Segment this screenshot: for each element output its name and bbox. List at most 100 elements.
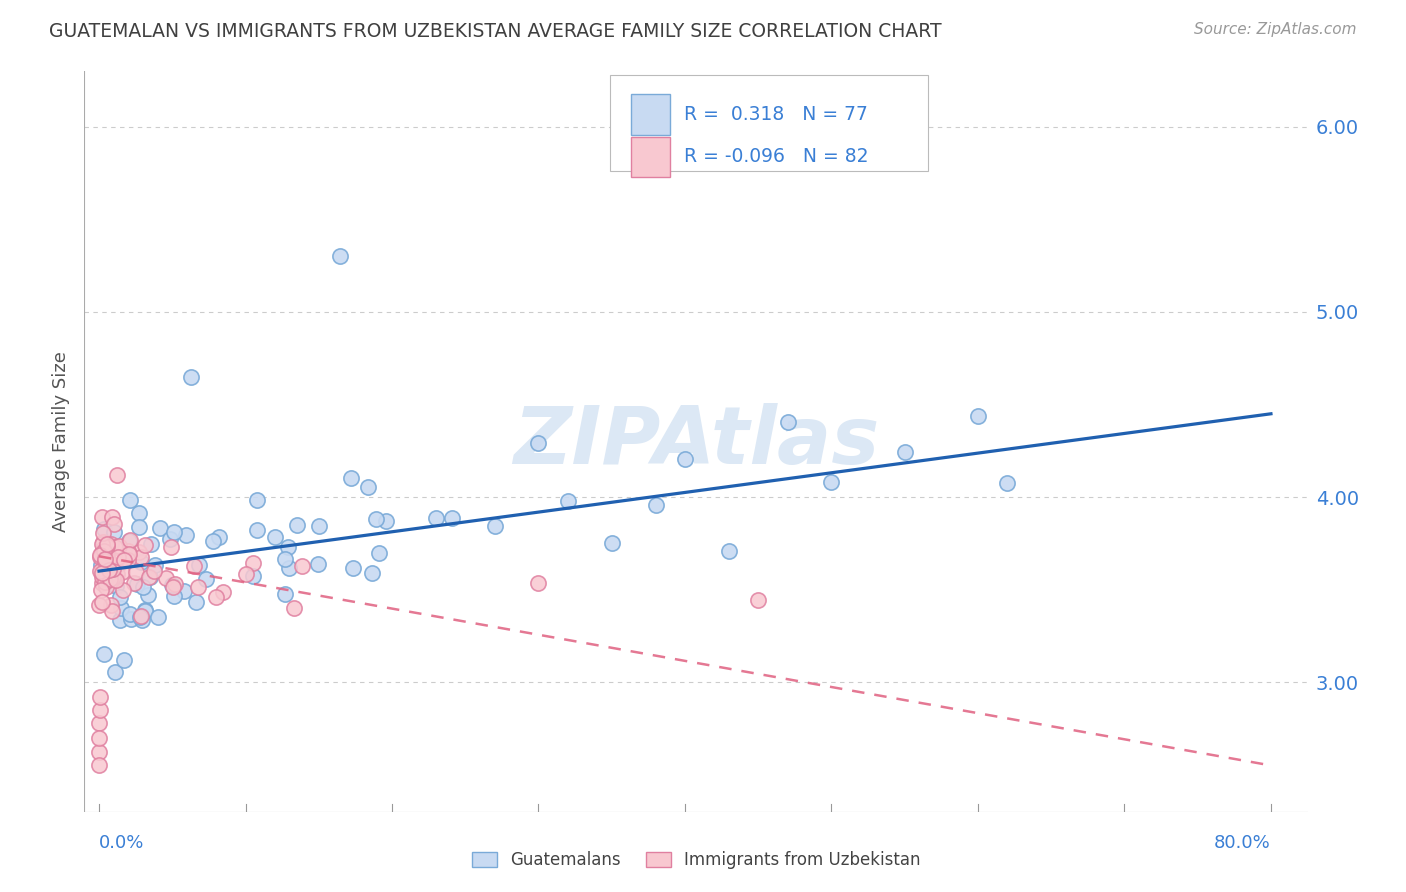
Point	[101, 510, 124, 524]
Point	[183, 559, 205, 574]
Point	[339, 471, 361, 485]
Text: ZIPAtlas: ZIPAtlas	[513, 402, 879, 481]
Point	[97, 563, 120, 577]
Point	[96, 548, 118, 562]
Point	[87, 598, 110, 612]
Point	[820, 475, 842, 489]
Point	[165, 576, 187, 591]
Point	[93, 568, 115, 582]
Point	[93, 544, 115, 558]
Point	[100, 537, 122, 551]
Point	[111, 565, 134, 579]
Point	[132, 581, 155, 595]
Point	[91, 563, 114, 577]
Point	[484, 519, 506, 533]
Point	[101, 562, 124, 576]
Point	[195, 572, 218, 586]
Point	[174, 527, 197, 541]
Point	[96, 539, 118, 553]
Point	[138, 570, 160, 584]
FancyBboxPatch shape	[610, 75, 928, 171]
Point	[131, 613, 153, 627]
Point	[100, 599, 122, 613]
Point	[600, 536, 623, 550]
Point	[163, 589, 186, 603]
Point	[90, 582, 112, 597]
Point	[242, 556, 264, 570]
Point	[139, 570, 162, 584]
Point	[242, 569, 264, 583]
Text: Source: ZipAtlas.com: Source: ZipAtlas.com	[1194, 22, 1357, 37]
Point	[110, 601, 132, 615]
Point	[160, 540, 183, 554]
Point	[107, 549, 129, 564]
Point	[273, 587, 295, 601]
Point	[118, 534, 141, 549]
Point	[89, 715, 111, 730]
Point	[246, 492, 269, 507]
Point	[117, 549, 139, 564]
Point	[118, 547, 141, 561]
Point	[93, 543, 115, 558]
Text: R = -0.096   N = 82: R = -0.096 N = 82	[683, 147, 869, 167]
Point	[117, 544, 139, 558]
Point	[673, 452, 696, 467]
Point	[122, 576, 145, 591]
Point	[104, 665, 127, 680]
Point	[129, 555, 152, 569]
Point	[893, 445, 915, 459]
Point	[274, 551, 297, 566]
Point	[100, 604, 122, 618]
Point	[264, 530, 287, 544]
Point	[374, 514, 396, 528]
Point	[94, 554, 117, 568]
Point	[143, 564, 166, 578]
Point	[128, 610, 150, 624]
Point	[527, 575, 550, 590]
Point	[342, 561, 364, 575]
Point	[283, 601, 305, 615]
Point	[329, 250, 352, 264]
Point	[143, 558, 166, 572]
Point	[112, 553, 135, 567]
Point	[89, 703, 111, 717]
Point	[360, 566, 382, 581]
Point	[173, 584, 195, 599]
Point	[91, 534, 114, 549]
Point	[129, 609, 152, 624]
Point	[291, 558, 314, 573]
Point	[118, 607, 141, 622]
Point	[364, 511, 387, 525]
Point	[128, 519, 150, 533]
Point	[91, 536, 114, 550]
Legend: Guatemalans, Immigrants from Uzbekistan: Guatemalans, Immigrants from Uzbekistan	[463, 843, 929, 878]
Point	[93, 551, 115, 566]
Point	[98, 567, 121, 582]
Point	[967, 409, 990, 423]
Point	[124, 565, 146, 579]
Bar	[631, 136, 671, 178]
Point	[120, 612, 142, 626]
Point	[202, 534, 225, 549]
Point	[108, 613, 131, 627]
Point	[995, 476, 1018, 491]
Point	[162, 580, 184, 594]
Point	[717, 544, 740, 558]
Point	[246, 523, 269, 537]
Point	[277, 560, 299, 574]
Text: 80.0%: 80.0%	[1215, 834, 1271, 852]
Point	[87, 746, 110, 760]
Point	[90, 558, 112, 573]
Point	[93, 573, 115, 587]
Point	[163, 525, 186, 540]
Point	[148, 521, 170, 535]
Point	[129, 549, 152, 564]
Point	[105, 566, 128, 581]
Point	[155, 571, 177, 585]
Point	[110, 590, 132, 604]
Point	[90, 566, 112, 580]
Point	[277, 541, 299, 555]
Point	[141, 537, 163, 551]
Point	[308, 519, 330, 533]
Point	[97, 571, 120, 585]
